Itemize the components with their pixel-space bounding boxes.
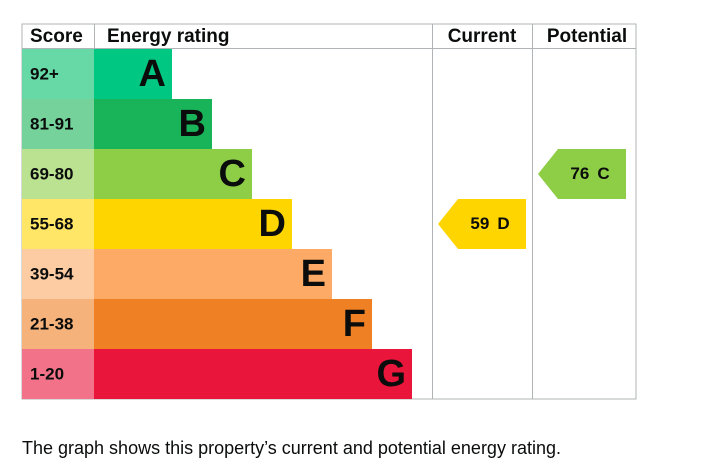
rating-bar [94, 149, 252, 199]
current-score: 59 [470, 214, 489, 233]
header-score: Score [30, 26, 83, 47]
header-current: Current [448, 26, 517, 47]
rating-bar [94, 299, 372, 349]
potential-rating: C [597, 164, 609, 183]
rating-letter: E [301, 253, 326, 295]
rating-bar [94, 249, 332, 299]
rating-letter: C [219, 153, 246, 195]
current-rating: D [497, 214, 509, 233]
rating-letter: G [376, 353, 406, 395]
score-range: 1-20 [30, 364, 64, 383]
score-range: 81-91 [30, 114, 73, 133]
score-cell [22, 299, 94, 349]
rating-bar [94, 349, 412, 399]
score-range: 39-54 [30, 264, 74, 283]
score-cell [22, 249, 94, 299]
rating-bar [94, 49, 172, 99]
score-cell [22, 199, 94, 249]
score-range: 21-38 [30, 314, 73, 333]
score-cell [22, 99, 94, 149]
potential-label: 76 C [570, 164, 609, 183]
rating-bar [94, 99, 212, 149]
rating-letter: B [179, 103, 206, 145]
caption: The graph shows this property’s current … [22, 438, 561, 458]
score-cell [22, 149, 94, 199]
rating-letter: D [259, 203, 286, 245]
header-rating: Energy rating [107, 26, 229, 47]
rating-letter: F [343, 303, 366, 345]
score-range: 55-68 [30, 214, 73, 233]
rating-letter: A [139, 53, 166, 95]
current-label: 59 D [470, 214, 509, 233]
potential-arrow [538, 149, 626, 199]
score-cell [22, 349, 94, 399]
potential-score: 76 [570, 164, 589, 183]
score-range: 69-80 [30, 164, 73, 183]
current-arrow [438, 199, 526, 249]
score-range: 92+ [30, 64, 59, 83]
score-cell [22, 49, 94, 99]
rating-bar [94, 199, 292, 249]
header-potential: Potential [547, 26, 627, 47]
